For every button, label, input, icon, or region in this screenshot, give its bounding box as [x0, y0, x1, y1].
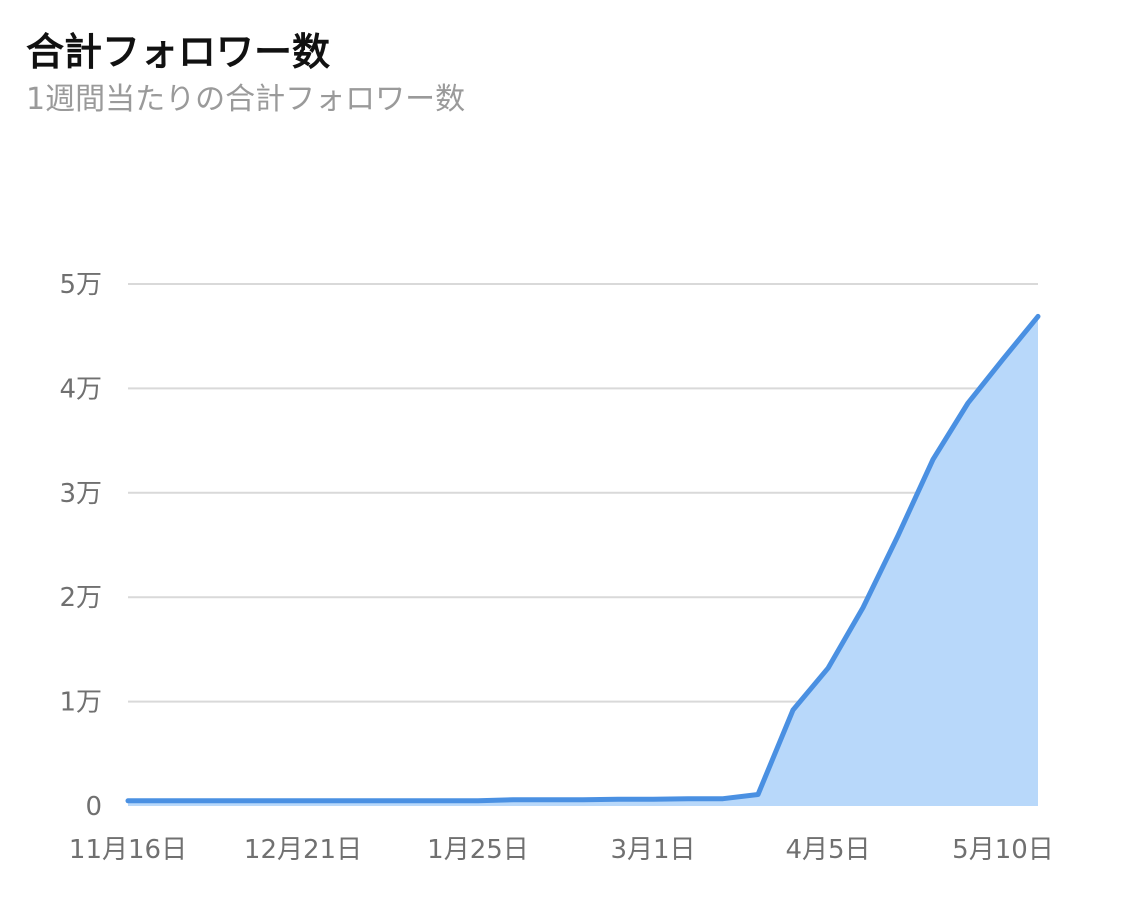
y-tick-label-1: 1万: [59, 688, 102, 718]
y-tick-label-0: 0: [85, 792, 102, 822]
line-series: [125, 313, 1041, 804]
x-tick-label-0: 11月16日: [69, 835, 187, 865]
x-tick-label-2: 1月25日: [427, 835, 529, 865]
y-tick-label-4: 4万: [59, 374, 102, 404]
x-tick-label-3: 3月1日: [610, 835, 695, 865]
chart-subtitle: 1週間当たりの合計フォロワー数: [26, 82, 466, 117]
y-axis-ticks: 0 1万 2万 3万 4万 5万: [59, 270, 102, 822]
x-tick-label-1: 12月21日: [244, 835, 362, 865]
chart-title: 合計フォロワー数: [26, 30, 331, 74]
y-tick-label-2: 2万: [59, 583, 102, 613]
x-axis-ticks: 11月16日 12月21日 1月25日 3月1日 4月5日 5月10日: [69, 835, 1054, 865]
y-tick-label-5: 5万: [59, 270, 102, 300]
y-tick-label-3: 3万: [59, 479, 102, 509]
area-series: [128, 316, 1038, 806]
series-line: [125, 313, 1041, 804]
area-fill: [128, 316, 1038, 806]
x-tick-label-4: 4月5日: [785, 835, 870, 865]
chart-header: 合計フォロワー数 1週間当たりの合計フォロワー数: [26, 26, 1097, 122]
x-tick-label-5: 5月10日: [952, 835, 1054, 865]
